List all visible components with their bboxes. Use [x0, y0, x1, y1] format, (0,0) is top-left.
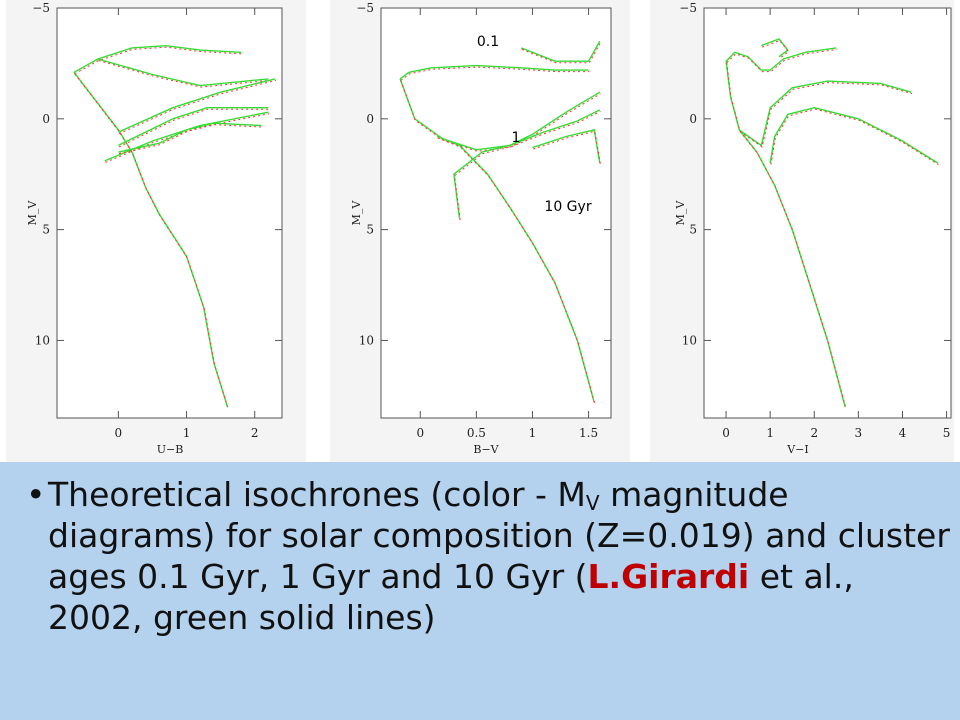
comparison-dotted-line: [454, 110, 601, 221]
x-tick-label: 1.5: [579, 426, 598, 440]
comparison-dotted-line: [74, 46, 242, 75]
caption-part-2: magnitude diagrams) for solar compositio…: [48, 475, 950, 596]
isochrone-line: [436, 135, 595, 403]
comparison-dotted-line: [726, 48, 838, 73]
x-tick-label: 1: [529, 426, 537, 440]
x-tick-label: 2: [810, 426, 818, 440]
x-tick-label: 5: [943, 426, 951, 440]
isochrone-line: [453, 109, 601, 219]
y-tick-label: 5: [42, 223, 50, 237]
annotation-age-1: 1: [512, 130, 521, 146]
x-tick-label: 0: [722, 426, 730, 440]
x-tick-label: 2: [251, 426, 259, 440]
isochrone-line: [118, 78, 276, 133]
y-tick-label: −5: [356, 1, 374, 15]
x-axis-label: U−B: [157, 443, 184, 456]
isochrone-line: [73, 44, 242, 73]
y-tick-label: 5: [689, 223, 697, 237]
comparison-dotted-line: [437, 137, 596, 405]
isochrone-line: [725, 47, 837, 71]
isochrone-line: [73, 71, 229, 408]
plot-frame: [703, 7, 952, 419]
y-tick-label: 10: [35, 333, 50, 347]
comparison-dotted-line: [118, 108, 269, 148]
isochrone-line: [118, 122, 262, 153]
y-tick-label: 10: [682, 333, 697, 347]
bullet-marker: •: [26, 475, 46, 514]
y-axis-label: M_V: [674, 200, 687, 226]
annotation-age-10-gyr: 10 Gyr: [544, 199, 591, 215]
author-name: L.Girardi: [587, 557, 750, 596]
x-tick-label: 0.5: [467, 426, 486, 440]
isochrone-line: [738, 80, 912, 147]
x-tick-label: 1: [183, 426, 191, 440]
comparison-dotted-line: [739, 82, 913, 148]
isochrone-line: [532, 129, 601, 164]
x-tick-label: 4: [899, 426, 907, 440]
plot-frame: [380, 7, 612, 419]
comparison-dotted-line: [74, 73, 229, 409]
caption-part-1: Theoretical isochrones (color - M: [48, 475, 586, 514]
isochrone-figure: 0 1 2 −5 0 5 10 U−B M_V 0 0.5 1 1.5 −5 0 5 10 B−V M_V 0 1 2 3 4…: [6, 0, 954, 462]
x-tick-label: 0: [416, 426, 424, 440]
comparison-dotted-line: [98, 60, 270, 88]
isochrone-line: [104, 111, 269, 162]
isochrone-line: [520, 40, 601, 62]
caption-subscript-v: V: [585, 491, 600, 515]
isochrone-line: [769, 106, 939, 164]
y-tick-label: 10: [359, 333, 374, 347]
x-tick-label: 0: [115, 426, 123, 440]
comparison-dotted-line: [726, 62, 847, 409]
y-tick-label: −5: [32, 1, 50, 15]
isochrone-line: [399, 78, 601, 151]
caption-panel: [0, 462, 960, 720]
y-tick-label: 0: [689, 112, 697, 126]
comparison-dotted-line: [118, 124, 263, 155]
x-tick-label: 3: [855, 426, 863, 440]
plot-frame: [56, 7, 283, 419]
caption-part-3: et al., 2002, green solid lines): [48, 557, 854, 637]
comparison-dotted-line: [400, 66, 590, 81]
isochrone-line: [97, 58, 269, 87]
caption-paragraph: Theoretical isochrones (color - MV magni…: [48, 474, 953, 638]
y-axis-label: M_V: [26, 200, 39, 226]
annotation-age-0-1: 0.1: [477, 34, 499, 50]
comparison-dotted-line: [761, 39, 790, 59]
x-axis-label: B−V: [473, 443, 499, 456]
isochrone-line: [761, 38, 789, 58]
y-tick-label: 5: [366, 223, 374, 237]
comparison-dotted-line: [533, 130, 601, 165]
comparison-dotted-line: [770, 108, 939, 166]
y-tick-label: −5: [679, 1, 697, 15]
y-tick-label: 0: [42, 112, 50, 126]
isochrone-line: [399, 64, 589, 80]
comparison-dotted-line: [521, 42, 601, 64]
x-tick-label: 1: [766, 426, 774, 440]
x-axis-label: V−I: [786, 443, 809, 456]
y-tick-label: 0: [366, 112, 374, 126]
isochrone-line: [118, 106, 269, 147]
y-axis-label: M_V: [350, 200, 363, 226]
